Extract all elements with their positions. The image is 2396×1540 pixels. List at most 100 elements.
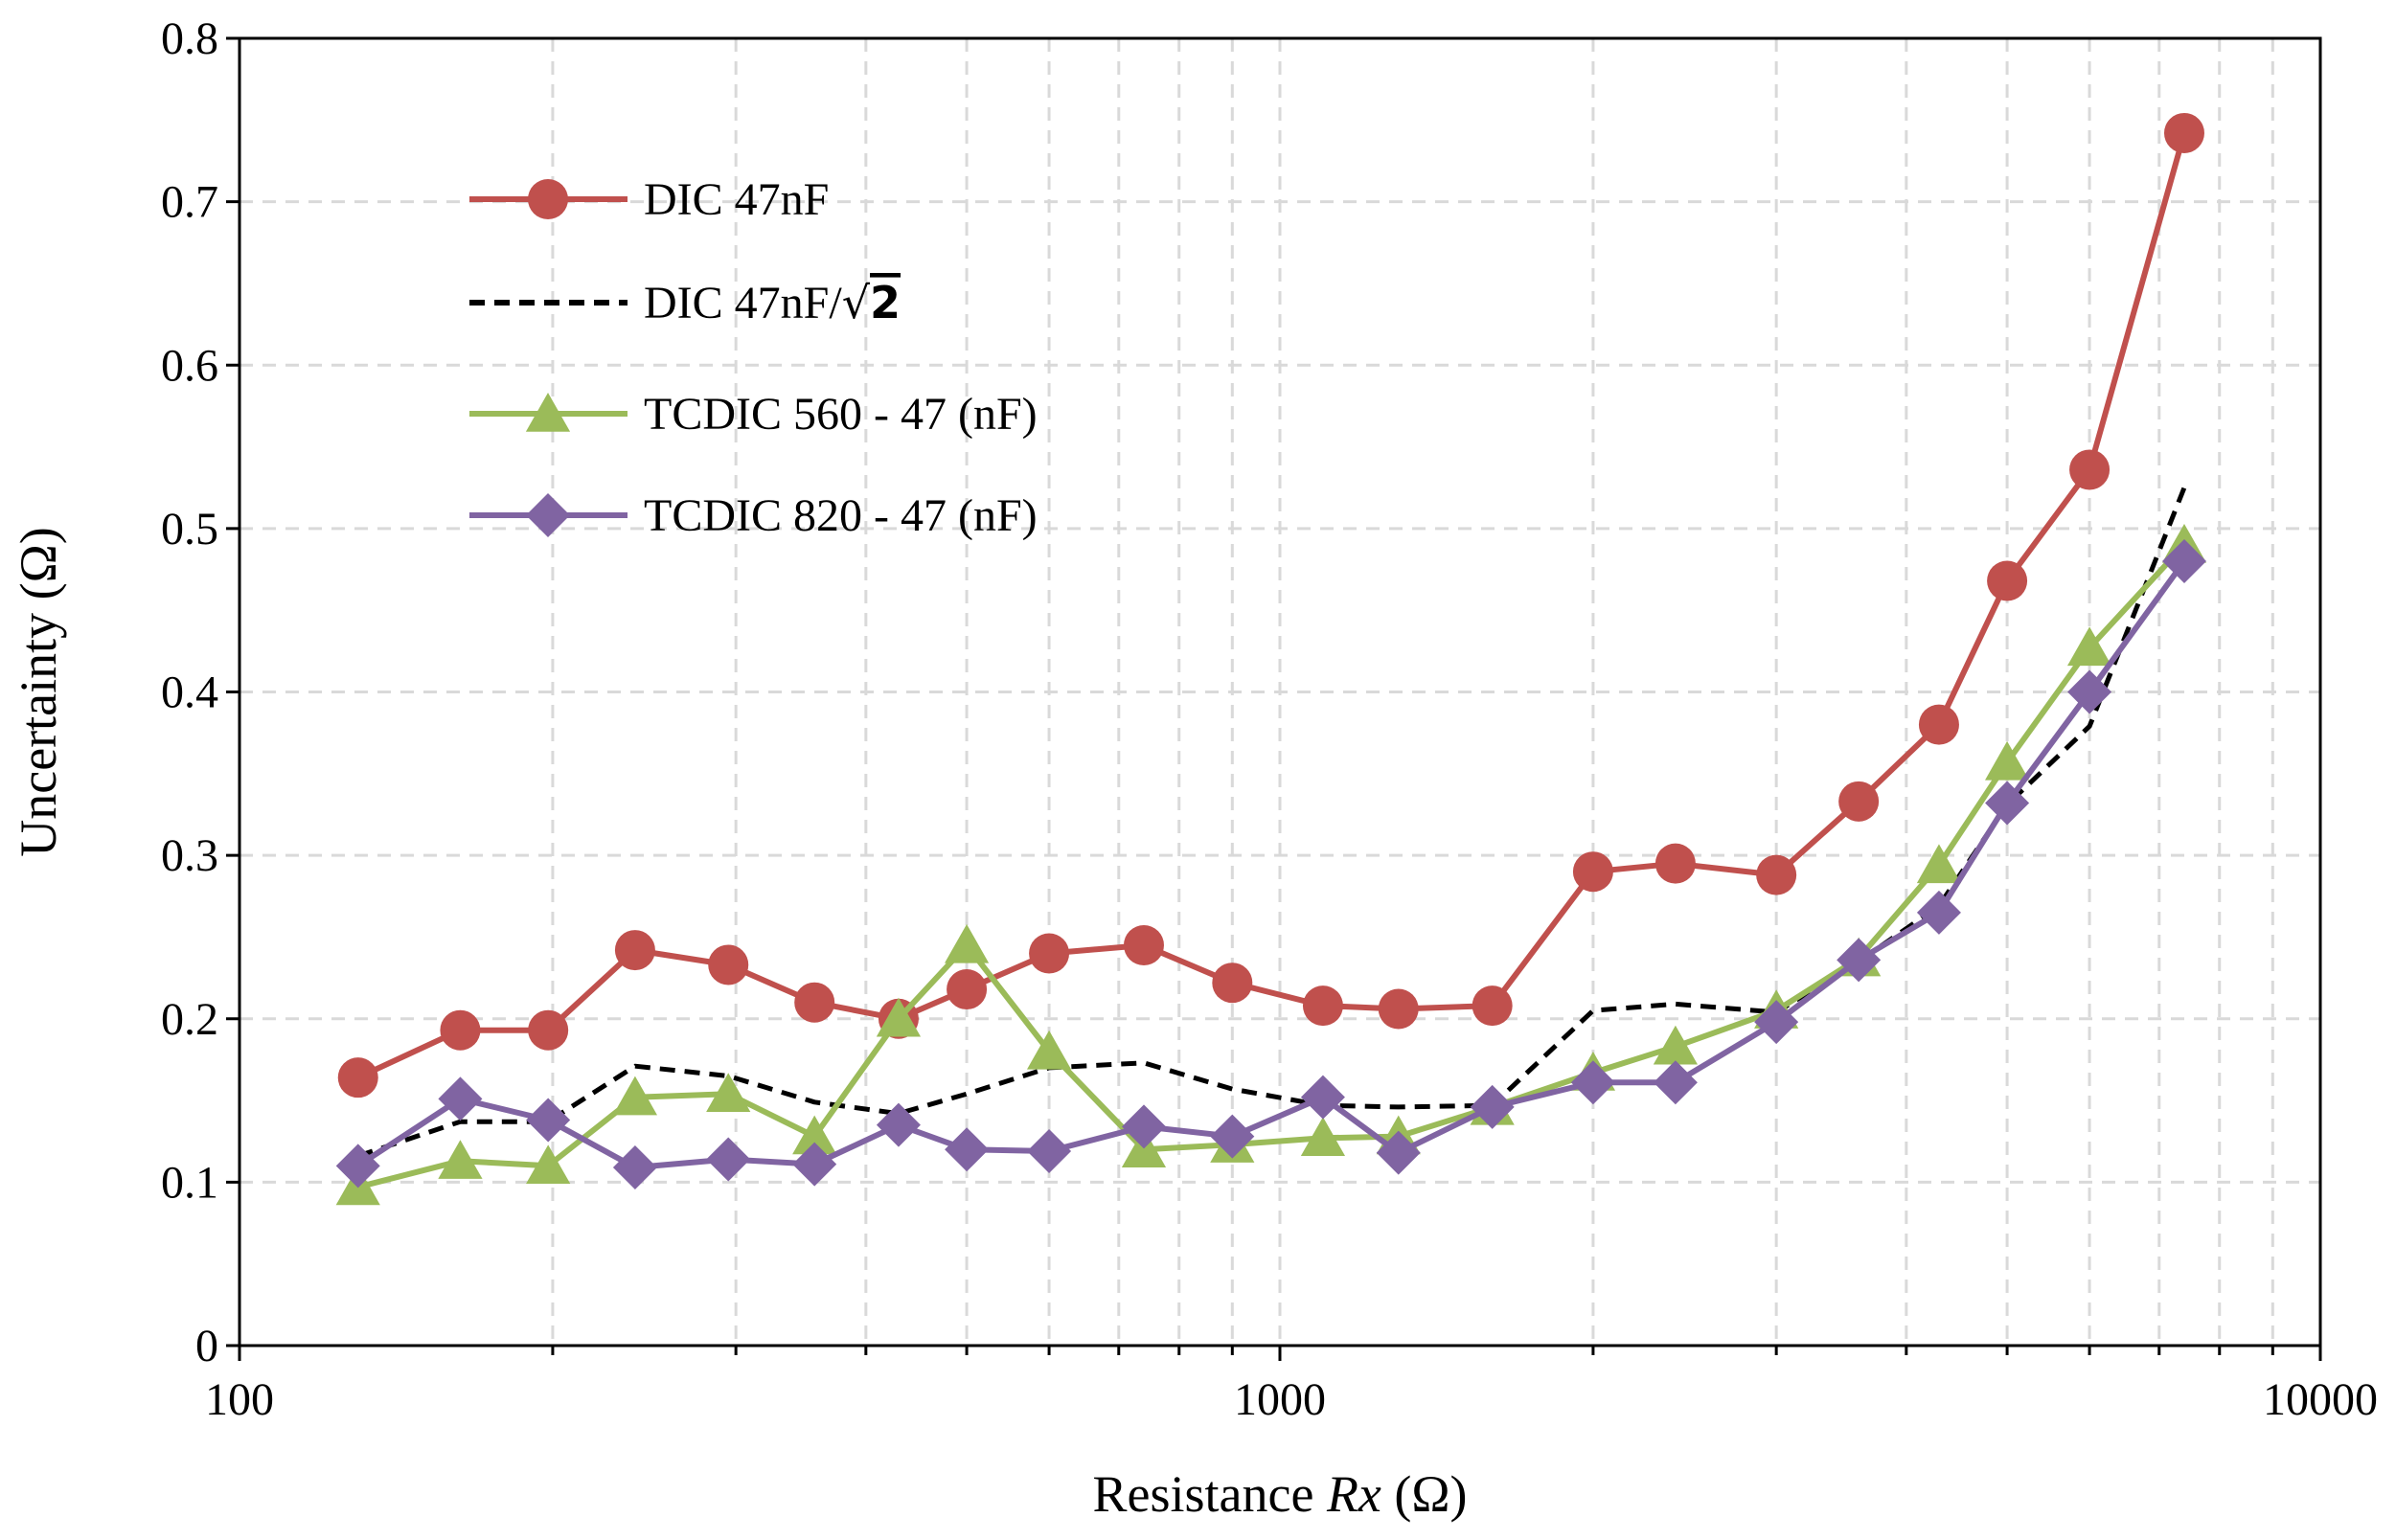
data-point-dic-47nf <box>1123 924 1164 965</box>
legend-label-sqrt-radicand: 2 <box>870 277 901 328</box>
data-point-tcdic-820-47 <box>1916 890 1961 935</box>
data-point-dic-47nf <box>794 982 835 1023</box>
data-point-tcdic-560-47 <box>1916 844 1962 884</box>
legend-label-dic-sqrt2: DIC 47nF/√2 <box>644 277 901 328</box>
series-line-tcdic-560-47 <box>356 542 2187 1190</box>
legend-label-dic: DIC 47nF <box>644 174 829 225</box>
series-layer <box>335 112 2207 1206</box>
data-point-tcdic-560-47 <box>1026 1030 1072 1070</box>
legend-swatch-marker-tcdic-560 <box>525 393 571 432</box>
data-point-tcdic-820-47 <box>706 1137 751 1182</box>
data-point-tcdic-820-47 <box>1027 1128 1072 1173</box>
data-point-dic-47nf <box>2069 449 2111 490</box>
data-point-tcdic-820-47 <box>438 1076 483 1121</box>
data-point-tcdic-560-47 <box>944 923 990 963</box>
series-dic-47nf <box>337 112 2204 1098</box>
y-tick-label: 0.3 <box>161 830 218 881</box>
data-point-dic-47nf <box>1572 851 1613 893</box>
y-axis-title: Uncertainty (Ω) <box>10 527 67 857</box>
legend-label-sqrt-symbol: √ <box>842 277 871 328</box>
series-dic-47nf-sqrt2 <box>356 487 2187 1159</box>
data-point-dic-47nf <box>1756 854 1797 895</box>
data-point-tcdic-560-47 <box>876 997 922 1037</box>
data-point-dic-47nf <box>1472 985 1513 1027</box>
data-point-tcdic-820-47 <box>2067 669 2112 714</box>
data-point-tcdic-820-47 <box>1754 1000 1799 1045</box>
data-point-tcdic-820-47 <box>876 1102 921 1147</box>
data-point-dic-47nf <box>337 1057 378 1098</box>
gridlines <box>240 38 2320 1346</box>
data-point-dic-47nf <box>1378 988 1419 1030</box>
data-point-dic-47nf <box>947 969 988 1010</box>
data-point-dic-47nf <box>1029 933 1070 974</box>
data-point-tcdic-820-47 <box>1121 1104 1166 1149</box>
series-line-dic-47nf-sqrt2 <box>356 487 2187 1159</box>
data-point-tcdic-560-47 <box>1653 1025 1699 1065</box>
data-point-tcdic-820-47 <box>1570 1060 1615 1105</box>
data-point-tcdic-820-47 <box>1985 781 2030 826</box>
data-point-tcdic-560-47 <box>1984 740 2030 781</box>
data-point-tcdic-820-47 <box>612 1145 657 1190</box>
x-axis-title-unit: (Ω) <box>1381 1465 1468 1523</box>
data-point-dic-47nf <box>440 1009 481 1051</box>
legend-label-dic-sqrt2-base: DIC 47nF/ <box>644 278 842 328</box>
legend-item-tcdic-560: TCDIC 560 - 47 (nF) <box>469 389 1038 440</box>
data-point-tcdic-560-47 <box>2066 626 2112 667</box>
data-point-dic-47nf <box>614 930 655 971</box>
legend-swatch-marker-tcdic-820 <box>526 493 570 537</box>
data-point-dic-47nf <box>1838 781 1880 822</box>
data-point-dic-47nf <box>1212 962 1253 1004</box>
axis-ticks: 0 0.1 0.2 0.3 0.4 0.5 0.6 0.7 0.8 100 1000 10000 <box>161 13 2378 1425</box>
data-point-dic-47nf <box>1302 985 1343 1027</box>
data-point-dic-47nf <box>1654 843 1696 884</box>
legend-label-tcdic-560: TCDIC 560 - 47 (nF) <box>644 389 1038 440</box>
data-point-tcdic-820-47 <box>1210 1114 1255 1159</box>
data-point-dic-47nf <box>708 944 749 985</box>
data-point-tcdic-560-47 <box>438 1140 483 1179</box>
x-tick-label: 1000 <box>1234 1374 1326 1425</box>
legend-swatch-marker-dic <box>528 179 568 219</box>
y-tick-label: 0 <box>195 1321 218 1371</box>
data-point-tcdic-820-47 <box>2161 539 2206 583</box>
legend-item-tcdic-820: TCDIC 820 - 47 (nF) <box>469 490 1038 541</box>
y-tick-label: 0.4 <box>161 668 218 718</box>
legend-item-dic-sqrt2: DIC 47nF/√2 <box>469 277 901 328</box>
data-point-tcdic-820-47 <box>1376 1130 1421 1175</box>
x-axis-title: Resistance Rx (Ω) <box>1093 1465 1468 1523</box>
y-tick-label: 0.8 <box>161 13 218 64</box>
series-line-dic-47nf <box>356 132 2187 1080</box>
data-point-dic-47nf <box>2163 112 2204 153</box>
data-point-tcdic-820-47 <box>335 1144 380 1189</box>
x-tick-label: 100 <box>205 1374 274 1425</box>
y-tick-label: 0.2 <box>161 994 218 1045</box>
data-point-tcdic-820-47 <box>1837 938 1882 983</box>
x-tick-label: 10000 <box>2263 1374 2378 1425</box>
legend: DIC 47nF DIC 47nF/√2 TCDIC 560 - 47 (nF)… <box>469 174 1038 541</box>
data-point-tcdic-560-47 <box>706 1073 751 1112</box>
data-point-tcdic-560-47 <box>526 1144 571 1185</box>
legend-item-dic: DIC 47nF <box>469 174 829 225</box>
data-point-dic-47nf <box>1918 704 1959 745</box>
data-point-dic-47nf <box>1987 560 2028 601</box>
data-point-tcdic-560-47 <box>792 1115 837 1155</box>
y-tick-label: 0.7 <box>161 177 218 228</box>
x-axis-title-variable: Rx <box>1326 1465 1381 1523</box>
data-point-tcdic-560-47 <box>1300 1117 1346 1157</box>
legend-label-tcdic-820: TCDIC 820 - 47 (nF) <box>644 490 1038 541</box>
data-point-dic-47nf <box>528 1009 569 1051</box>
data-point-tcdic-820-47 <box>526 1098 571 1143</box>
series-tcdic-820-47 <box>335 539 2206 1190</box>
y-tick-label: 0.1 <box>161 1157 218 1208</box>
data-point-tcdic-820-47 <box>1300 1075 1345 1120</box>
x-axis-title-prefix: Resistance <box>1093 1465 1327 1523</box>
data-point-tcdic-820-47 <box>1653 1060 1698 1105</box>
data-point-tcdic-820-47 <box>792 1142 837 1187</box>
series-line-tcdic-820-47 <box>356 559 2187 1170</box>
data-point-tcdic-820-47 <box>945 1127 990 1172</box>
y-tick-label: 0.5 <box>161 504 218 555</box>
data-point-tcdic-820-47 <box>1470 1084 1515 1129</box>
y-tick-label: 0.6 <box>161 340 218 391</box>
data-point-tcdic-560-47 <box>612 1076 658 1116</box>
